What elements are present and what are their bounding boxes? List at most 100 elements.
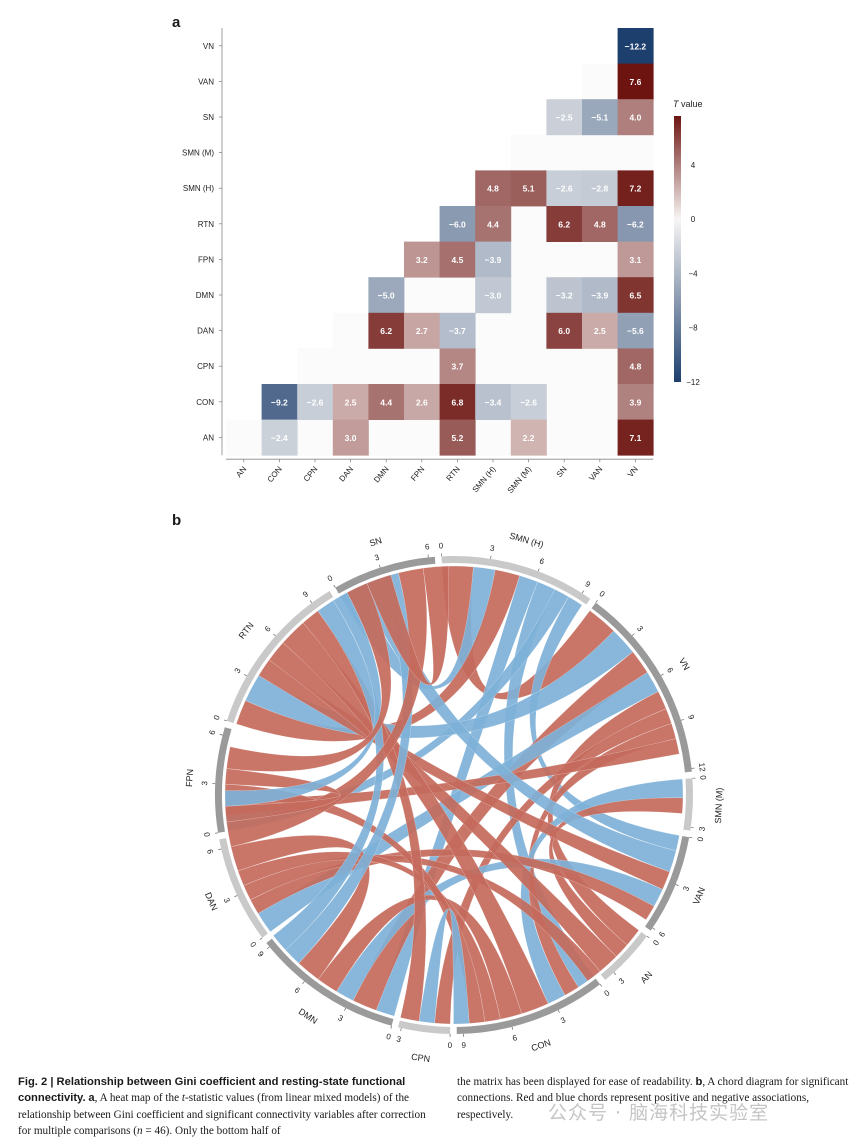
- heatmap-cell: [617, 419, 654, 456]
- chord-tick-label: 6: [263, 624, 273, 634]
- chord-link: [230, 835, 370, 980]
- chord-tick-label: 6: [424, 542, 430, 551]
- heatmap-empty-cell: [510, 277, 547, 314]
- heatmap-cell-label: −3.0: [485, 291, 502, 301]
- heatmap-empty-cell: [368, 348, 405, 385]
- chord-tick-label: 3: [396, 1034, 403, 1044]
- chord-sector-label: SN: [368, 535, 383, 548]
- heatmap-empty-cell: [439, 277, 476, 314]
- heatmap-empty-cell: [404, 277, 441, 314]
- heatmap-cell-label: 6.8: [451, 397, 463, 407]
- figure-caption-right: the matrix has been displayed for ease o…: [457, 1074, 857, 1123]
- chord-tick-label: 3: [617, 976, 627, 986]
- chord-tick-label: 0: [696, 836, 706, 843]
- heatmap-cell-label: 2.6: [416, 397, 428, 407]
- heatmap-empty-cell: [582, 384, 619, 421]
- heatmap-cell-label: 2.2: [523, 433, 535, 443]
- chord-sector-arc: [456, 978, 601, 1034]
- heatmap-cell-label: −5.0: [378, 291, 395, 301]
- heatmap-cell-label: −2.6: [520, 397, 537, 407]
- heatmap-empty-cell: [475, 348, 512, 385]
- heatmap-cell-label: −9.2: [271, 397, 288, 407]
- heatmap-cell: [261, 384, 298, 420]
- heatmap-cell-label: 3.2: [416, 255, 428, 265]
- chord-tick-label: 3: [559, 1015, 567, 1025]
- heatmap-cell-label: 4.8: [629, 362, 641, 372]
- colorbar-tick-label: 4: [691, 161, 696, 170]
- heatmap-cell-label: 2.5: [345, 397, 357, 407]
- chord-tick-label: 6: [208, 729, 218, 736]
- chord-tick-label: 0: [598, 589, 607, 599]
- panel-b-label: b: [172, 512, 182, 529]
- heatmap-empty-cell: [404, 348, 441, 385]
- chord-tick-label: 6: [538, 556, 546, 566]
- heatmap-cell: [582, 206, 618, 242]
- heatmap-row-label: CON: [196, 398, 214, 407]
- chord-sector-arc: [645, 836, 690, 931]
- heatmap-col-label: SN: [555, 465, 569, 479]
- chord-tick-label: 6: [665, 666, 675, 675]
- heatmap-cell: [546, 99, 583, 136]
- heatmap-col-label: SMN (M): [506, 464, 534, 495]
- chord-link: [272, 600, 384, 951]
- heatmap-cell: [439, 206, 476, 242]
- chord-link: [548, 797, 684, 957]
- heatmap-col-label: SMN (H): [471, 464, 498, 494]
- heatmap-empty-cell: [475, 312, 512, 349]
- heatmap-row-label: CPN: [197, 362, 214, 371]
- heatmap-cell-label: −3.9: [485, 255, 502, 265]
- chord-link: [224, 592, 382, 807]
- heatmap-cell: [617, 348, 654, 385]
- heatmap-cell: [617, 241, 654, 278]
- heatmap-cell: [475, 384, 512, 420]
- heatmap-empty-cell: [546, 348, 583, 385]
- panel-a-label: a: [172, 14, 181, 31]
- chord-tick-label: 6: [657, 930, 667, 939]
- chord-sector-arc: [441, 556, 591, 605]
- heatmap-cell: [439, 312, 476, 349]
- heatmap-cell-label: −3.7: [449, 326, 466, 336]
- chord-sector-label: CPN: [411, 1052, 431, 1064]
- heatmap-cell: [475, 277, 512, 314]
- heatmap-empty-cell: [582, 419, 619, 456]
- heatmap-cell: [439, 384, 476, 420]
- figure-caption-left: Fig. 2 | Relationship between Gini coeff…: [18, 1074, 436, 1139]
- chord-sector-label: VAN: [691, 886, 707, 906]
- heatmap-cell-label: −6.0: [449, 219, 466, 229]
- chord-tick-label: 9: [461, 1041, 466, 1050]
- colorbar-tick-label: −4: [688, 269, 698, 278]
- heatmap-cell-label: 5.2: [451, 433, 463, 443]
- chord-tick-label: 9: [686, 714, 696, 722]
- heatmap-cell-label: 6.5: [629, 291, 641, 301]
- heatmap-cell: [546, 312, 583, 349]
- chord-tick-label: 6: [293, 985, 303, 995]
- heatmap-cell-label: 4.5: [451, 255, 463, 265]
- chord-sector-label: SMN (M): [713, 787, 724, 823]
- heatmap-cell: [404, 312, 440, 349]
- heatmap-col-label: FPN: [409, 465, 426, 483]
- heatmap-empty-cell: [475, 419, 512, 456]
- heatmap-cell-label: −2.8: [591, 184, 608, 194]
- chord-tick-label: 0: [698, 775, 707, 781]
- chord-tick-label: 0: [438, 541, 443, 550]
- heatmap-cell: [546, 277, 583, 314]
- heatmap-cell: [582, 99, 618, 136]
- heatmap-cell: [582, 277, 618, 314]
- chord-tick-label: 0: [212, 714, 222, 722]
- chord-sector-label: RTN: [237, 620, 256, 641]
- heatmap-cell-label: −12.2: [625, 41, 647, 51]
- heatmap-cell-label: 5.1: [523, 184, 535, 194]
- chord-tick-label: 0: [603, 988, 612, 998]
- heatmap-col-label: CPN: [302, 465, 320, 484]
- chord-sector-arc: [600, 931, 647, 981]
- heatmap-cell-label: 7.6: [629, 77, 641, 87]
- chord-tick-label: 0: [248, 940, 258, 949]
- heatmap-cell-label: −5.6: [627, 326, 644, 336]
- colorbar-tick-label: −12: [686, 378, 700, 387]
- chord-link: [258, 659, 670, 890]
- heatmap-row-label: SN: [203, 113, 214, 122]
- heatmap-cell: [368, 277, 405, 314]
- heatmap-cell-label: 6.0: [558, 326, 570, 336]
- heatmap-cell: [617, 384, 654, 420]
